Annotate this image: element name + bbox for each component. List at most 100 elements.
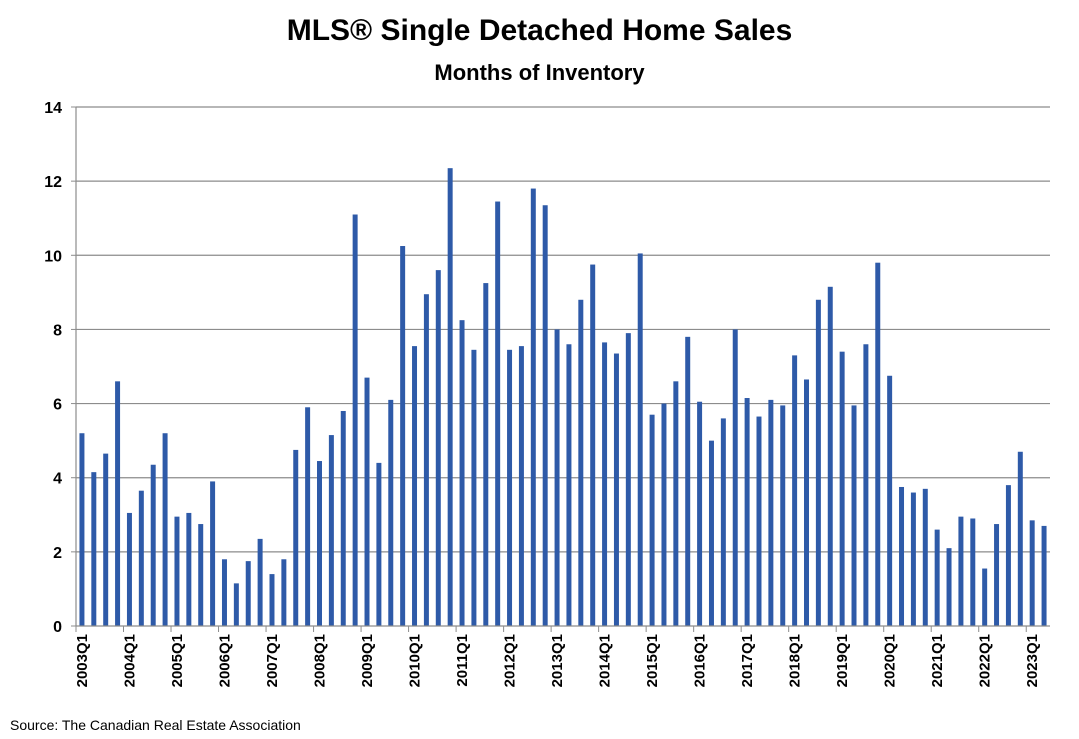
x-tick-label: 2008Q1 — [312, 634, 329, 687]
bar — [578, 299, 584, 626]
x-tick-label: 2013Q1 — [549, 634, 566, 687]
bar — [673, 381, 679, 626]
y-axis-ticks: 0 2 4 6 8 10 12 14 — [44, 100, 76, 636]
bar — [364, 377, 370, 626]
y-tick-label: 10 — [44, 248, 62, 265]
bar — [221, 559, 227, 626]
x-tick-label: 2004Q1 — [121, 634, 138, 687]
bars — [79, 168, 1047, 627]
bar — [982, 568, 988, 626]
x-tick-label: 2014Q1 — [597, 634, 614, 687]
x-tick-label: 2011Q1 — [454, 634, 471, 687]
gridlines — [76, 106, 1050, 553]
bar — [946, 548, 952, 626]
bar — [340, 410, 346, 626]
x-tick-label: 2023Q1 — [1024, 634, 1041, 687]
x-tick-label: 2018Q1 — [787, 634, 804, 687]
bar — [91, 472, 97, 626]
x-tick-label: 2003Q1 — [74, 634, 91, 687]
bar — [697, 401, 703, 626]
bar — [815, 299, 821, 626]
x-tick-label: 2007Q1 — [264, 634, 281, 687]
bar — [708, 440, 714, 626]
bar — [435, 270, 441, 626]
bar — [720, 418, 726, 626]
bar — [305, 407, 311, 626]
bar — [328, 435, 334, 626]
y-tick-label: 6 — [53, 397, 62, 414]
x-tick-label: 2012Q1 — [502, 634, 519, 687]
bar — [530, 188, 536, 627]
chart-subtitle: Months of Inventory — [434, 60, 645, 85]
bar — [649, 414, 655, 626]
bar — [875, 262, 881, 626]
x-tick-label: 2022Q1 — [977, 634, 994, 687]
bar — [245, 561, 251, 626]
bar — [162, 433, 168, 626]
bar — [518, 346, 524, 626]
bar — [459, 320, 465, 626]
bar — [970, 518, 976, 626]
bar — [507, 349, 513, 626]
bar — [1041, 525, 1047, 626]
bar — [566, 344, 572, 626]
bar — [887, 375, 893, 626]
bar — [839, 351, 845, 626]
bar — [115, 381, 121, 626]
bar — [661, 403, 667, 626]
bar — [174, 516, 180, 626]
bar — [625, 333, 631, 626]
bar — [613, 353, 619, 626]
bar — [103, 453, 109, 626]
bar — [447, 168, 453, 627]
bar — [257, 538, 263, 626]
bar — [388, 399, 394, 626]
y-tick-label: 12 — [44, 174, 62, 191]
bar — [269, 574, 275, 626]
bar — [126, 512, 132, 626]
x-tick-label: 2019Q1 — [834, 634, 851, 687]
bar — [400, 246, 406, 626]
bar — [768, 399, 774, 626]
bar — [471, 349, 477, 626]
x-tick-label: 2020Q1 — [882, 634, 899, 687]
y-tick-label: 2 — [53, 545, 62, 562]
bar — [150, 464, 156, 626]
bar — [958, 516, 964, 626]
chart-title: MLS® Single Detached Home Sales — [286, 14, 793, 47]
x-tick-label: 2006Q1 — [216, 634, 233, 687]
y-tick-label: 8 — [53, 322, 62, 339]
bar — [804, 379, 809, 626]
bar — [281, 559, 287, 626]
bar — [423, 294, 429, 626]
x-tick-label: 2021Q1 — [929, 634, 946, 687]
bar — [210, 481, 216, 626]
bar — [863, 344, 869, 626]
bar — [1017, 451, 1023, 626]
bar — [744, 398, 750, 626]
x-tick-label: 2009Q1 — [359, 634, 376, 687]
bar — [542, 205, 548, 626]
bar — [138, 490, 144, 626]
bar — [756, 416, 762, 626]
bar — [1029, 520, 1035, 626]
x-tick-label: 2015Q1 — [644, 634, 661, 687]
bar — [376, 462, 382, 626]
axes — [75, 107, 1050, 627]
bar — [352, 214, 358, 626]
bar — [412, 346, 418, 626]
y-tick-label: 0 — [53, 619, 62, 636]
bar — [293, 449, 299, 626]
bar — [637, 253, 643, 627]
bar — [1005, 485, 1011, 626]
bar — [186, 512, 192, 626]
bar — [198, 524, 204, 626]
x-tick-label: 2005Q1 — [169, 634, 186, 687]
bar — [827, 286, 833, 626]
x-tick-label: 2017Q1 — [739, 634, 756, 687]
bar — [994, 524, 1000, 626]
bar — [317, 461, 322, 626]
bar — [910, 492, 916, 626]
bar — [780, 405, 786, 626]
